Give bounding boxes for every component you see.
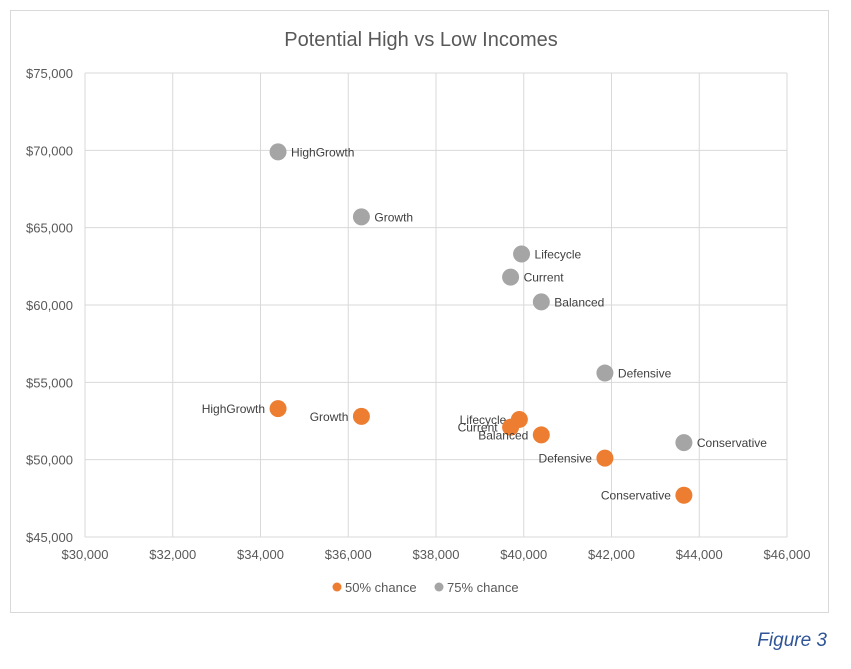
data-label: HighGrowth [291, 145, 354, 159]
axis-tick-labels: $30,000 $32,000 $34,000 $36,000 $38,000 $40,0… [26, 66, 811, 562]
y-tick-label: $75,000 [26, 66, 73, 81]
data-label: Growth [374, 210, 413, 224]
data-label: Lifecycle [535, 247, 582, 261]
data-point [532, 426, 550, 444]
legend-label: 75% chance [447, 580, 519, 595]
legend-marker [332, 582, 342, 592]
data-label: Balanced [478, 428, 528, 442]
y-tick-label: $50,000 [26, 453, 73, 468]
data-label: Conservative [601, 489, 671, 503]
figure-caption: Figure 3 [757, 630, 827, 651]
data-point [675, 486, 693, 504]
x-tick-label: $30,000 [62, 547, 109, 562]
gridlines [84, 72, 788, 538]
data-point [532, 293, 550, 311]
data-point [502, 268, 520, 286]
y-tick-label: $70,000 [26, 143, 73, 158]
data-point [269, 400, 287, 418]
data-label: Growth [310, 410, 349, 424]
x-tick-label: $46,000 [764, 547, 811, 562]
legend-label: 50% chance [345, 580, 417, 595]
scatter-chart: Potential High vs Low Incomes $30,000 $32… [26, 29, 811, 595]
data-point [502, 418, 520, 436]
chart-title: Potential High vs Low Incomes [284, 29, 557, 51]
chart-frame: Potential High vs Low Incomes $30,000 $32… [10, 10, 829, 613]
data-point [675, 434, 693, 452]
x-tick-label: $32,000 [149, 547, 196, 562]
data-label: Defensive [539, 452, 593, 466]
x-tick-label: $42,000 [588, 547, 635, 562]
data-label: HighGrowth [202, 402, 265, 416]
y-tick-label: $45,000 [26, 530, 73, 545]
data-label: Lifecycle [460, 413, 507, 427]
x-tick-label: $34,000 [237, 547, 284, 562]
legend-marker [434, 582, 444, 592]
x-tick-label: $36,000 [325, 547, 372, 562]
data-point [596, 364, 614, 382]
data-point [352, 208, 370, 226]
data-label: Current [458, 421, 499, 435]
data-point [596, 449, 614, 467]
y-tick-label: $55,000 [26, 375, 73, 390]
data-label: Defensive [618, 367, 672, 381]
x-tick-label: $38,000 [413, 547, 460, 562]
y-tick-label: $65,000 [26, 221, 73, 236]
data-label: Balanced [554, 295, 604, 309]
x-tick-label: $40,000 [500, 547, 547, 562]
legend: 50% chance 75% chance [332, 580, 519, 595]
data-label: Current [524, 271, 565, 285]
data-label: Conservative [697, 436, 767, 450]
data-point [269, 143, 287, 161]
x-tick-label: $44,000 [676, 547, 723, 562]
data-point [513, 245, 531, 263]
data-point [352, 407, 370, 425]
y-tick-label: $60,000 [26, 298, 73, 313]
